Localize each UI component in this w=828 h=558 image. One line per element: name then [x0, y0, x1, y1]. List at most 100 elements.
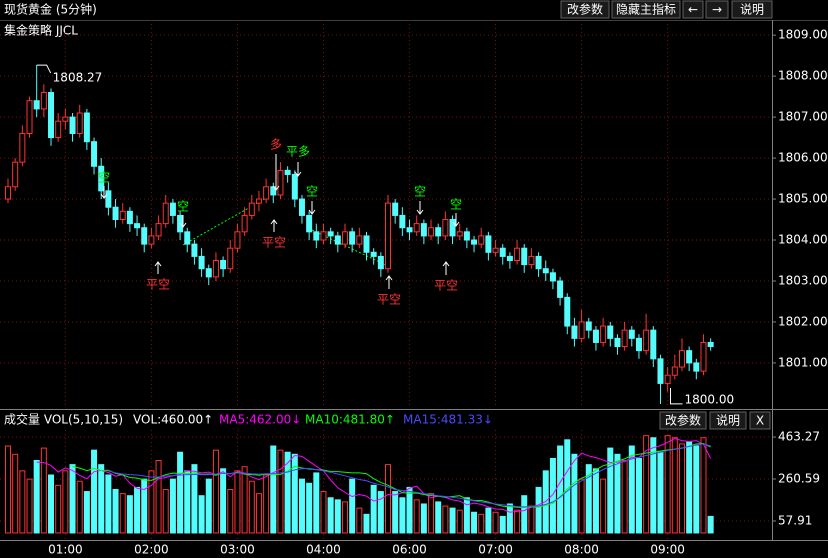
- y-tick-label: 1804.00: [778, 233, 828, 247]
- volume-bar: [392, 491, 399, 534]
- y-tick-label: 57.91: [778, 513, 812, 527]
- volume-bar: [334, 499, 341, 534]
- button[interactable]: 说明: [731, 0, 773, 19]
- volume-bar: [406, 486, 413, 534]
- candle-body: [506, 255, 513, 262]
- candle-body: [549, 272, 556, 282]
- candle-body: [263, 186, 270, 200]
- volume-bar: [55, 484, 62, 534]
- y-tick-label: 1807.00: [778, 110, 828, 124]
- volume-bar: [148, 470, 155, 534]
- signal-arrow: [294, 162, 302, 177]
- candle-body: [141, 227, 148, 245]
- candle-body: [55, 120, 62, 139]
- volume-bar: [83, 491, 90, 534]
- button[interactable]: ←: [682, 0, 704, 19]
- candle-body: [585, 321, 592, 331]
- volume-bar: [399, 497, 406, 534]
- candle-body: [413, 223, 420, 233]
- volume-bar: [557, 445, 564, 534]
- volume-bar: [291, 453, 298, 534]
- x-tick-label: 06:00: [392, 543, 427, 557]
- volume-current: VOL:460.00↑: [133, 413, 213, 427]
- candle-body: [126, 210, 133, 225]
- volume-bar: [456, 509, 463, 534]
- candle-body: [392, 202, 399, 216]
- candle-body: [306, 214, 313, 233]
- volume-bar: [298, 478, 305, 534]
- candle-body: [191, 243, 198, 257]
- volume-bar: [442, 505, 449, 534]
- x-tick-label: 04:00: [306, 543, 341, 557]
- signal-arrow: [270, 219, 278, 232]
- candle-body: [91, 141, 98, 167]
- volume-bar: [69, 464, 76, 534]
- candle-body: [105, 190, 112, 208]
- x-tick-label: 02:00: [134, 543, 169, 557]
- candle-body: [12, 161, 19, 188]
- volume-bar: [428, 493, 435, 534]
- volume-bar: [607, 447, 614, 534]
- trend-line: [182, 195, 271, 246]
- signal-arrow: [308, 201, 316, 215]
- volume-bar: [449, 507, 456, 534]
- y-tick-label: 1806.00: [778, 151, 828, 165]
- volume-bar: [119, 493, 126, 534]
- volume-bar: [341, 501, 348, 534]
- candle-body: [83, 112, 90, 143]
- candle-body: [119, 210, 126, 221]
- button[interactable]: 说明: [709, 411, 747, 430]
- candle-body: [678, 350, 685, 368]
- volume-bar: [571, 453, 578, 534]
- candle-body: [341, 231, 348, 245]
- y-tick-label: 1801.00: [778, 355, 828, 369]
- button-frame: [709, 411, 747, 430]
- button[interactable]: X: [749, 411, 771, 430]
- signal-label: 空: [306, 185, 318, 199]
- button-label: ←: [688, 3, 698, 17]
- volume-bar: [471, 511, 478, 534]
- button-label: →: [712, 3, 722, 17]
- volume-title: 成交量 VOL(5,10,15): [4, 412, 123, 427]
- candle-body: [356, 235, 363, 245]
- volume-bar: [48, 474, 55, 534]
- button[interactable]: 改参数: [560, 0, 610, 19]
- candle-body: [134, 223, 141, 229]
- volume-bar: [162, 488, 169, 534]
- volume-bar: [686, 441, 693, 534]
- candle-body: [664, 374, 671, 384]
- x-tick-label: 09:00: [650, 543, 685, 557]
- volume-bar: [263, 474, 270, 534]
- y-tick-label: 260.59: [778, 472, 820, 486]
- candle-body: [478, 235, 485, 245]
- volume-bar: [306, 482, 313, 534]
- volume-bar: [528, 505, 535, 534]
- signal-label: 空: [177, 200, 189, 214]
- candle-body: [557, 280, 564, 298]
- button[interactable]: 改参数: [659, 411, 707, 430]
- ma-line: [36, 438, 712, 513]
- window-title: 现货黄金 (5分钟): [4, 2, 97, 17]
- signal-arrow: [385, 275, 393, 289]
- candle-body: [514, 247, 521, 262]
- candle-body: [650, 329, 657, 360]
- volume-bar: [650, 437, 657, 534]
- button[interactable]: →: [705, 0, 729, 19]
- candle-body: [298, 198, 305, 216]
- candle-body: [406, 227, 413, 233]
- volume-bar: [205, 478, 212, 534]
- candle-body: [592, 329, 599, 343]
- volume-bar: [134, 486, 141, 534]
- candle-body: [5, 186, 11, 200]
- candle-body: [112, 206, 119, 221]
- signal-arrow: [154, 261, 162, 274]
- volume-bar: [693, 445, 700, 534]
- volume-bar: [277, 449, 284, 534]
- volume-bar: [313, 472, 320, 534]
- button[interactable]: 隐藏主指标: [611, 0, 681, 19]
- volume-bar: [320, 491, 327, 534]
- volume-bar: [26, 478, 33, 534]
- candle-body: [600, 325, 607, 343]
- candle-body: [607, 325, 614, 339]
- signal-label: 空: [98, 171, 110, 185]
